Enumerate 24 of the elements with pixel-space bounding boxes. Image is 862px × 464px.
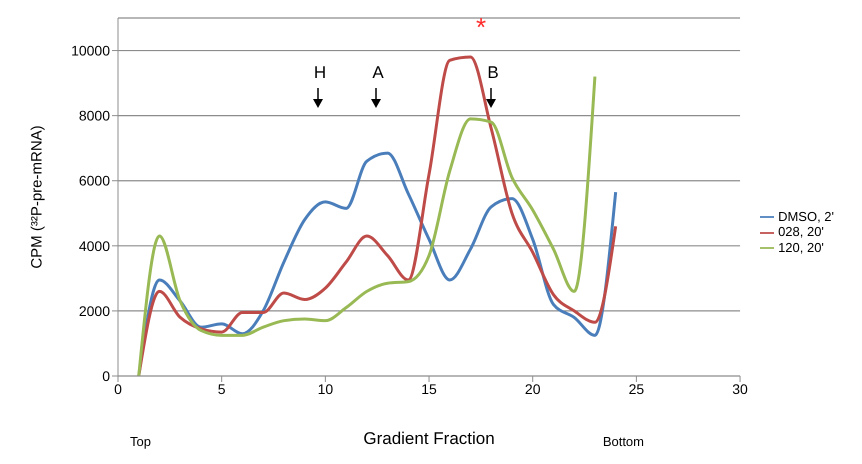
x-tick-label: 10 bbox=[318, 380, 334, 397]
text: Bottom bbox=[602, 434, 644, 449]
x-tick-label: 20 bbox=[524, 380, 541, 397]
legend-label: 120, 20' bbox=[778, 240, 824, 255]
legend-label: 028, 20' bbox=[778, 224, 824, 240]
annotation: B bbox=[486, 63, 500, 82]
y-tick-label: 6000 bbox=[78, 172, 110, 189]
y-axis-title: CPM (³²P-pre-mRNA) bbox=[28, 125, 46, 269]
y-tick-label: 10000 bbox=[71, 42, 110, 59]
y-tick-label: 4000 bbox=[78, 238, 110, 254]
x-axis-title: Gradient Fraction bbox=[363, 429, 495, 448]
annotation: H bbox=[312, 63, 328, 82]
legend-label: DMSO, 2' bbox=[778, 208, 834, 224]
y-tick-label: 8000 bbox=[78, 108, 110, 124]
x-tick-label: 30 bbox=[732, 380, 748, 397]
y-tick-label: 2000 bbox=[78, 302, 110, 319]
x-tick-label: 5 bbox=[218, 380, 226, 397]
y-tick-label: 0 bbox=[102, 368, 110, 384]
annotation: * bbox=[474, 12, 488, 42]
x-tick-label: 0 bbox=[114, 380, 122, 397]
x-tick-label: 25 bbox=[628, 380, 644, 397]
annotation: A bbox=[371, 63, 385, 82]
x-tick-label: 15 bbox=[421, 380, 438, 397]
text: Top bbox=[130, 434, 151, 449]
